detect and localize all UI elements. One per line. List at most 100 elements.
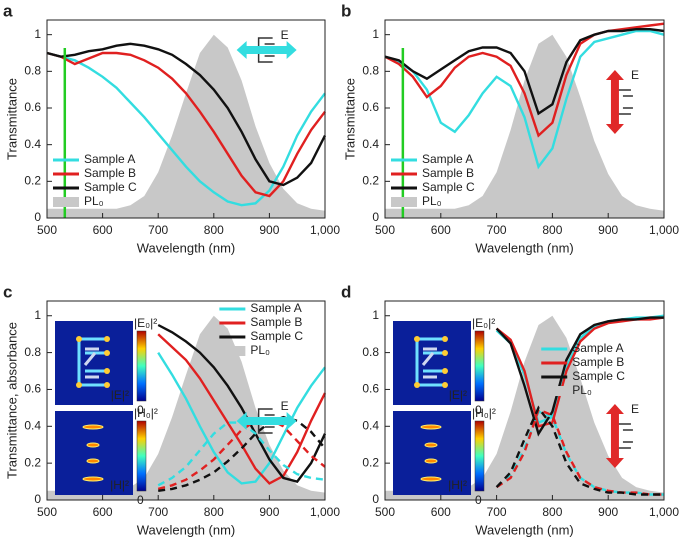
absorbance-line	[157, 417, 326, 491]
y-tick-label: 0.2	[24, 455, 41, 469]
hot-spot	[76, 382, 82, 388]
y-tick-label: 0.8	[362, 345, 379, 359]
color-bar	[474, 420, 485, 492]
y-tick-label: 0.8	[24, 345, 41, 359]
x-tick-label: 1,000	[310, 223, 340, 237]
map-label: |E|²	[449, 388, 467, 402]
hot-spot	[442, 368, 448, 374]
y-tick-label: 0	[34, 492, 41, 506]
color-bar	[474, 330, 485, 402]
field-map	[55, 321, 133, 405]
transmittance-line	[384, 28, 665, 116]
y-tick-label: 0	[34, 210, 41, 224]
panel-letter: c	[3, 282, 12, 301]
color-bar	[136, 420, 147, 492]
hot-spot	[414, 336, 420, 342]
x-tick-label: 700	[148, 223, 168, 237]
field-vector	[83, 347, 99, 379]
y-axis-label: Transmittance	[342, 78, 357, 160]
legend-entry: Sample C	[84, 180, 137, 194]
colorbar-top-label: |E₀|²	[472, 316, 495, 330]
y-tick-label: 1	[34, 27, 41, 41]
transmittance-line	[495, 316, 664, 437]
colorbar-zero-label: 0	[475, 493, 482, 507]
x-tick-label: 800	[204, 223, 224, 237]
field-map	[393, 321, 471, 405]
colorbar-zero-label: 0	[137, 403, 144, 417]
x-tick-label: 500	[37, 223, 57, 237]
pl-area	[385, 34, 664, 219]
x-tick-label: 900	[259, 223, 279, 237]
legend-entry: PL₀	[250, 343, 270, 357]
transmittance-line	[157, 333, 327, 485]
plot-frame	[384, 300, 665, 501]
resonator-outline	[415, 337, 445, 387]
y-axis-label: Transmittance	[4, 78, 19, 160]
x-axis-label: Wavelength (nm)	[475, 240, 574, 255]
hot-spot	[420, 424, 442, 430]
legend-entry: PL₀	[422, 194, 442, 208]
panel-letter: d	[341, 282, 351, 301]
resonator-outline	[77, 337, 107, 387]
map-label: |H|²	[448, 478, 467, 492]
absorbance-line	[495, 408, 664, 496]
field-arrow	[236, 41, 297, 59]
plot-frame	[46, 19, 326, 219]
y-axis-label: Transmittance, absorbance	[4, 322, 19, 479]
colorbar-top-label: |E₀|²	[134, 316, 157, 330]
pl-area	[385, 315, 664, 500]
transmittance-line	[157, 323, 327, 483]
x-tick-label: 500	[375, 505, 395, 519]
legend-entry: Sample A	[422, 152, 473, 166]
y-tick-label: 0.4	[24, 137, 41, 151]
y-tick-label: 0.2	[362, 455, 379, 469]
legend-entry: Sample C	[572, 369, 625, 383]
hot-spot	[82, 476, 104, 482]
resonator-icon	[616, 89, 633, 115]
legend-entry: Sample B	[572, 355, 624, 369]
x-tick-label: 600	[93, 505, 113, 519]
legend-entry: Sample A	[250, 301, 301, 315]
map-label: |E|²	[111, 388, 129, 402]
x-tick-label: 500	[37, 505, 57, 519]
field-arrow	[605, 404, 624, 468]
hot-spot	[414, 382, 420, 388]
x-tick-label: 1,000	[649, 505, 679, 519]
x-tick-label: 700	[148, 505, 168, 519]
legend-entry: PL₀	[84, 194, 104, 208]
legend-entry: Sample C	[250, 329, 303, 343]
x-tick-label: 900	[598, 505, 618, 519]
hot-spot	[86, 458, 100, 464]
hot-spot	[442, 382, 448, 388]
x-tick-label: 800	[542, 505, 562, 519]
transmittance-line	[157, 351, 326, 485]
hot-spot	[104, 336, 110, 342]
colorbar-zero-label: 0	[137, 493, 144, 507]
resonator-icon	[616, 423, 633, 449]
hot-spot	[104, 350, 110, 356]
pl-area	[47, 315, 325, 500]
y-tick-label: 1	[372, 308, 379, 322]
hot-spot	[420, 476, 442, 482]
panel-letter: a	[3, 1, 13, 20]
field-arrow	[605, 70, 624, 134]
y-tick-label: 0.4	[362, 418, 379, 432]
plot-frame	[384, 19, 665, 219]
hot-spot	[76, 336, 82, 342]
x-tick-label: 600	[93, 223, 113, 237]
x-tick-label: 900	[598, 223, 618, 237]
pl-area	[47, 34, 325, 219]
y-tick-label: 0.6	[24, 382, 41, 396]
x-tick-label: 600	[431, 223, 451, 237]
panel-letter: b	[341, 1, 351, 20]
y-tick-label: 0.2	[362, 174, 379, 188]
x-tick-label: 800	[204, 505, 224, 519]
hot-spot	[442, 336, 448, 342]
y-tick-label: 0.4	[24, 418, 41, 432]
absorbance-line	[158, 415, 326, 492]
legend-entry: Sample B	[422, 166, 474, 180]
field-label: E	[631, 68, 639, 82]
field-vector	[421, 347, 437, 379]
y-tick-label: 0.6	[362, 100, 379, 114]
y-tick-label: 0.8	[24, 64, 41, 78]
